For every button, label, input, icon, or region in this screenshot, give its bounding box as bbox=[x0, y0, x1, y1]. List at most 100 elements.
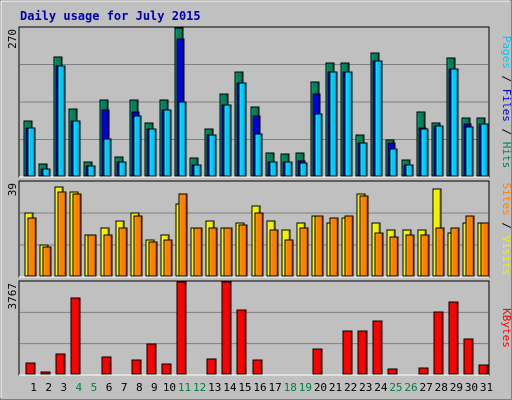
bar-pages bbox=[359, 142, 368, 177]
y-max-label: 270 bbox=[6, 29, 19, 49]
x-tick-label: 20 bbox=[314, 381, 327, 394]
bar-sites bbox=[480, 222, 490, 277]
legend-entry: Sites bbox=[500, 183, 512, 216]
x-tick-label: 27 bbox=[420, 381, 433, 394]
bar-kbytes bbox=[55, 353, 66, 375]
x-tick-label: 7 bbox=[121, 381, 128, 394]
x-tick-label: 8 bbox=[136, 381, 143, 394]
x-tick-label: 28 bbox=[435, 381, 448, 394]
y-max-label: 39 bbox=[6, 183, 19, 196]
x-tick-label: 15 bbox=[238, 381, 251, 394]
bar-sites bbox=[254, 212, 264, 277]
bar-sites bbox=[87, 234, 97, 277]
x-tick-label: 26 bbox=[404, 381, 417, 394]
bar-pages bbox=[87, 165, 96, 177]
x-tick-label: 5 bbox=[91, 381, 98, 394]
x-tick-label: 16 bbox=[253, 381, 266, 394]
x-tick-label: 22 bbox=[344, 381, 357, 394]
bar-sites bbox=[374, 232, 384, 277]
bar-pages bbox=[344, 71, 353, 177]
bar-sites bbox=[299, 227, 309, 277]
bar-sites bbox=[389, 236, 399, 277]
series-pages bbox=[27, 60, 489, 177]
bar-sites bbox=[344, 215, 354, 277]
bar-pages bbox=[238, 82, 247, 177]
x-tick-label: 1 bbox=[30, 381, 37, 394]
bar-sites bbox=[420, 234, 430, 277]
x-tick-label: 14 bbox=[223, 381, 237, 394]
bar-pages bbox=[435, 125, 444, 177]
bar-pages bbox=[480, 123, 489, 177]
bar-pages bbox=[133, 115, 142, 177]
bar-pages bbox=[299, 162, 308, 177]
bar-sites bbox=[118, 227, 128, 277]
bar-sites bbox=[405, 234, 415, 277]
bar-pages bbox=[163, 109, 172, 177]
series-sites bbox=[27, 191, 490, 277]
series-kbytes bbox=[25, 281, 489, 375]
bar-sites bbox=[269, 229, 279, 277]
legend-separator: / bbox=[500, 69, 512, 89]
x-tick-label: 2 bbox=[45, 381, 52, 394]
y-max-label: 3767 bbox=[6, 283, 19, 310]
bar-pages bbox=[374, 60, 383, 177]
bar-pages bbox=[254, 133, 263, 177]
x-tick-label: 10 bbox=[163, 381, 176, 394]
bar-sites bbox=[435, 227, 445, 277]
bar-kbytes bbox=[206, 358, 217, 375]
bar-pages bbox=[420, 128, 429, 177]
bar-kbytes bbox=[101, 356, 112, 375]
bar-kbytes bbox=[176, 281, 187, 375]
bar-sites bbox=[238, 224, 248, 277]
bar-pages bbox=[405, 164, 414, 177]
x-tick-label: 19 bbox=[299, 381, 312, 394]
bar-sites bbox=[178, 193, 188, 277]
bar-pages bbox=[72, 120, 81, 177]
legend-separator: / bbox=[500, 216, 512, 236]
x-tick-label: 6 bbox=[106, 381, 113, 394]
bar-kbytes bbox=[448, 301, 459, 375]
bar-kbytes bbox=[478, 364, 489, 375]
bar-kbytes bbox=[161, 363, 172, 375]
bar-sites bbox=[314, 215, 324, 277]
bar-pages bbox=[465, 126, 474, 177]
bar-pages bbox=[223, 104, 232, 177]
bar-sites bbox=[450, 227, 460, 277]
bar-pages bbox=[450, 68, 459, 177]
panel-1: 39 Sites / Visits bbox=[6, 180, 512, 278]
x-tick-label: 23 bbox=[359, 381, 372, 394]
bar-sites bbox=[284, 239, 294, 277]
x-tick-label: 13 bbox=[208, 381, 221, 394]
x-tick-label: 17 bbox=[269, 381, 282, 394]
bar-sites bbox=[223, 227, 233, 277]
legend-entry: KBytes bbox=[500, 308, 512, 348]
right-legend: Sites / Visits bbox=[500, 183, 512, 276]
x-tick-label: 4 bbox=[76, 381, 83, 394]
bar-kbytes bbox=[25, 362, 36, 375]
legend-entry: Files bbox=[500, 89, 512, 122]
bar-kbytes bbox=[342, 330, 353, 375]
panel-2: 3767 KBytes bbox=[6, 280, 512, 376]
bar-sites bbox=[359, 195, 369, 277]
bar-kbytes bbox=[372, 320, 383, 375]
bar-sites bbox=[57, 191, 67, 277]
bar-pages bbox=[208, 134, 217, 177]
bar-pages bbox=[193, 164, 202, 177]
right-legend: Pages / Files / Hits bbox=[500, 36, 512, 169]
bar-kbytes bbox=[312, 348, 323, 375]
x-axis-labels: 1 2 3 4 5 6 7 8 9 10 11 12 13 14 15 16 17 18 19 20 21 22 23 24 2… bbox=[30, 381, 493, 394]
x-tick-label: 29 bbox=[450, 381, 463, 394]
bar-sites bbox=[329, 217, 339, 277]
bar-sites bbox=[72, 193, 82, 277]
panel-0: 270 Pages / Files / Hits bbox=[6, 26, 512, 178]
bar-sites bbox=[465, 215, 475, 277]
bar-kbytes bbox=[387, 368, 398, 375]
bar-pages bbox=[284, 161, 293, 177]
x-tick-label: 3 bbox=[60, 381, 67, 394]
bar-pages bbox=[57, 65, 66, 177]
right-legend: KBytes bbox=[500, 308, 512, 348]
bar-kbytes bbox=[131, 359, 142, 375]
